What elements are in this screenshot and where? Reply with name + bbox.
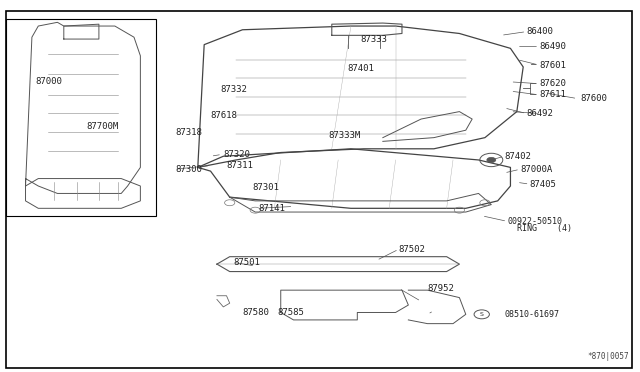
- Text: 87402: 87402: [504, 152, 531, 161]
- Text: 87611: 87611: [539, 90, 566, 99]
- Text: 87600: 87600: [580, 94, 607, 103]
- Text: 87585: 87585: [278, 308, 305, 317]
- Text: 87301: 87301: [252, 183, 279, 192]
- Text: 87601: 87601: [539, 61, 566, 70]
- Text: 08510-61697: 08510-61697: [504, 310, 559, 319]
- Circle shape: [487, 157, 496, 163]
- Text: 87620: 87620: [539, 79, 566, 88]
- Text: 87618: 87618: [211, 111, 237, 120]
- Text: *870|0057: *870|0057: [587, 352, 628, 361]
- Text: S: S: [480, 312, 484, 317]
- Text: 87332: 87332: [220, 85, 247, 94]
- Text: 87502: 87502: [399, 245, 426, 254]
- Text: 87333: 87333: [360, 35, 387, 44]
- Text: 87320: 87320: [223, 150, 250, 159]
- Text: 87318: 87318: [175, 128, 202, 137]
- Text: 87311: 87311: [227, 161, 253, 170]
- Text: 87580: 87580: [243, 308, 269, 317]
- Text: 87952: 87952: [428, 284, 454, 293]
- Text: 86492: 86492: [526, 109, 553, 118]
- Text: 87501: 87501: [233, 258, 260, 267]
- Text: 87000: 87000: [35, 77, 62, 86]
- Text: 87333M: 87333M: [328, 131, 361, 140]
- Text: 87000A: 87000A: [520, 165, 552, 174]
- Text: RING    (4): RING (4): [517, 224, 572, 233]
- Text: 86490: 86490: [539, 42, 566, 51]
- Text: 87141: 87141: [259, 204, 285, 213]
- Text: 86400: 86400: [526, 27, 553, 36]
- Text: 87700M: 87700M: [86, 122, 118, 131]
- Text: 87300: 87300: [175, 165, 202, 174]
- Bar: [6, 19, 156, 216]
- Text: 00922-50510: 00922-50510: [508, 217, 563, 226]
- Text: 87405: 87405: [529, 180, 556, 189]
- Text: 87401: 87401: [348, 64, 374, 73]
